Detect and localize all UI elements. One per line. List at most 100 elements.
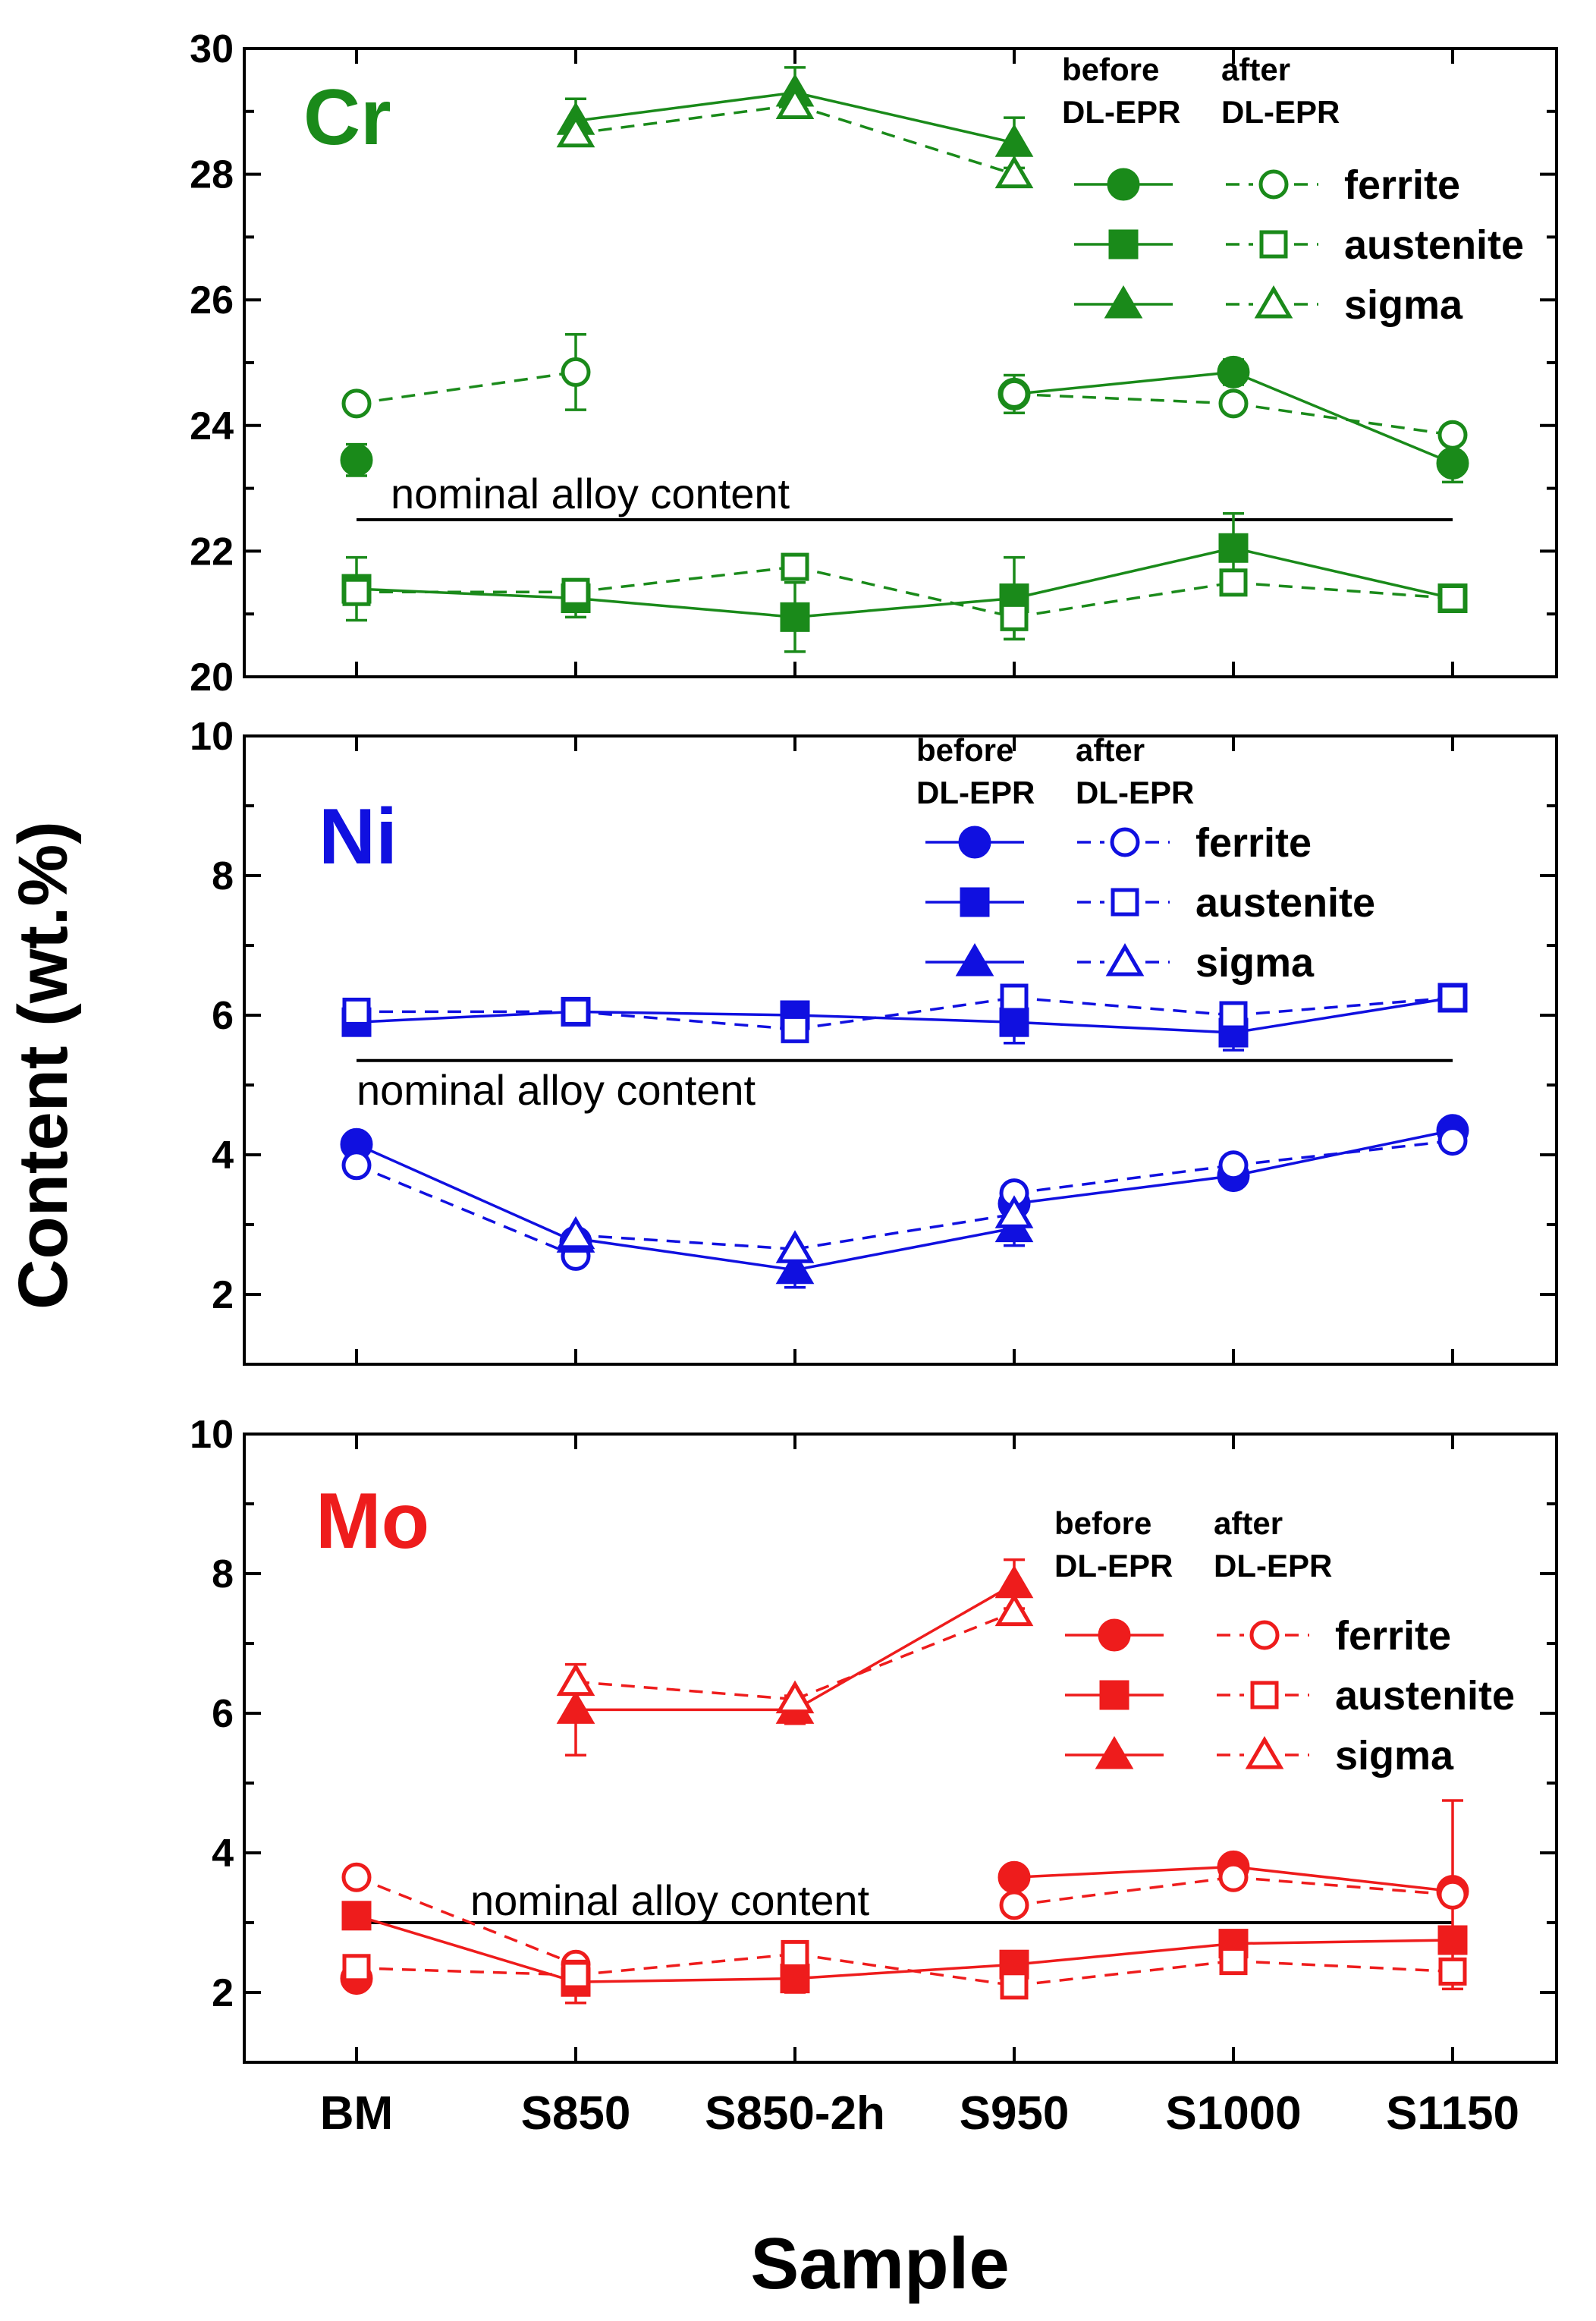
legend-marker-after-sigma	[1245, 1736, 1284, 1769]
legend-marker-after-ferrite	[1258, 169, 1289, 200]
series-line-segment	[1013, 546, 1234, 600]
series-after-sigma	[556, 1195, 1034, 1263]
series-line-segment	[794, 91, 1015, 144]
series-after-austenite	[342, 1939, 1467, 2000]
legend-marker-before-sigma	[1104, 285, 1143, 319]
series-line-segment	[356, 370, 577, 405]
data-point-before-austenite	[780, 1964, 810, 1994]
data-point-after-sigma	[556, 1216, 595, 1250]
data-point-after-ferrite	[341, 1862, 372, 1892]
y-tick-label: 24	[190, 404, 234, 448]
series-line-segment	[1013, 1021, 1234, 1034]
x-tick-label: S850	[521, 2087, 631, 2140]
legend: beforeDL-EPRafterDL-EPRferriteaustenites…	[1062, 52, 1524, 328]
data-point-after-austenite	[561, 1961, 590, 1989]
legend-marker-after-austenite	[1259, 230, 1288, 259]
legend-marker-after-austenite	[1250, 1681, 1279, 1709]
panel-cr: 20 22 24 26 28 30 nominal alloy content Cr befor…	[190, 27, 1558, 700]
legend-header-before: DL-EPR	[1062, 94, 1180, 130]
legend-marker-before-ferrite	[1107, 168, 1140, 201]
series-line-segment	[575, 1237, 796, 1272]
nominal-content-label: nominal alloy content	[357, 1066, 756, 1114]
legend-marker-before-sigma	[1095, 1736, 1134, 1769]
series-line-segment	[575, 103, 796, 135]
y-tick-label: 26	[190, 278, 234, 322]
data-point-after-sigma	[775, 86, 815, 120]
data-point-before-sigma	[994, 124, 1034, 157]
series-before-ferrite	[340, 1114, 1469, 1259]
series-line-segment	[794, 1583, 1015, 1711]
series-line-segment	[794, 1610, 1015, 1701]
x-tick-label: S950	[960, 2087, 1070, 2140]
data-point-after-austenite	[1219, 1001, 1248, 1030]
data-point-after-sigma	[994, 155, 1034, 189]
data-point-after-austenite	[342, 1954, 371, 1983]
data-point-after-austenite	[781, 552, 809, 581]
y-tick-label: 28	[190, 153, 234, 197]
series-before-austenite	[341, 511, 1468, 653]
series-line-segment	[356, 1914, 577, 1983]
data-point-after-austenite	[1438, 983, 1467, 1012]
y-tick-label: 30	[190, 27, 234, 71]
legend-header-before: before	[1062, 52, 1159, 87]
series-line-segment	[1233, 996, 1453, 1034]
series-line-segment	[1233, 402, 1453, 436]
data-point-after-ferrite	[1437, 1126, 1468, 1156]
series-line-segment	[575, 1977, 796, 1983]
legend-label-austenite: austenite	[1195, 880, 1375, 926]
series-line-segment	[1013, 581, 1234, 619]
y-tick-label: 4	[212, 1832, 234, 1876]
y-tick-label: 4	[212, 1134, 234, 1178]
series-line-segment	[794, 1014, 1015, 1024]
nominal-content-label: nominal alloy content	[470, 1876, 870, 1924]
legend-header-before: before	[916, 732, 1013, 768]
data-point-before-austenite	[999, 1007, 1029, 1037]
legend: beforeDL-EPRafterDL-EPRferriteaustenites…	[916, 732, 1375, 986]
series-line-segment	[356, 1967, 577, 1977]
series-line-segment	[1233, 1939, 1453, 1945]
series-before-austenite	[341, 983, 1468, 1052]
data-point-before-ferrite	[1217, 355, 1250, 388]
data-point-after-austenite	[1219, 1947, 1248, 1976]
series-line-segment	[575, 1234, 796, 1250]
panel-label-mo: Mo	[316, 1477, 429, 1565]
series-after-austenite	[342, 983, 1467, 1043]
series-line-segment	[1233, 1865, 1453, 1893]
series-after-ferrite	[341, 1126, 1468, 1271]
data-point-after-ferrite	[1218, 388, 1249, 419]
data-point-after-austenite	[561, 997, 590, 1026]
x-tick-label: S850-2h	[705, 2087, 885, 2140]
x-tick-label: S1000	[1165, 2087, 1301, 2140]
data-point-after-austenite	[1000, 983, 1029, 1012]
data-point-after-austenite	[561, 577, 590, 606]
legend-header-after: DL-EPR	[1076, 775, 1194, 810]
series-line-segment	[575, 91, 796, 122]
data-point-after-austenite	[342, 577, 371, 606]
series-after-sigma	[556, 1593, 1034, 1714]
legend-marker-before-ferrite	[958, 826, 991, 859]
data-point-after-austenite	[1000, 602, 1029, 631]
legend-marker-before-austenite	[960, 887, 990, 917]
data-point-after-ferrite	[999, 1890, 1029, 1920]
data-point-after-ferrite	[999, 379, 1029, 409]
legend-marker-after-sigma	[1105, 943, 1145, 977]
data-point-after-austenite	[342, 997, 371, 1026]
data-point-after-ferrite	[1218, 1150, 1249, 1181]
y-tick-label: 10	[190, 1413, 234, 1457]
legend-label-austenite: austenite	[1335, 1673, 1515, 1719]
data-point-before-sigma	[775, 1250, 815, 1285]
legend-marker-after-austenite	[1111, 888, 1139, 917]
series-line-segment	[1013, 1174, 1234, 1206]
y-tick-label: 6	[212, 994, 234, 1038]
plot-frame	[243, 47, 1558, 678]
legend-header-after: after	[1214, 1505, 1283, 1541]
data-point-after-sigma	[775, 1230, 815, 1263]
x-axis-title: Sample	[750, 2223, 1009, 2304]
series-after-ferrite	[341, 1799, 1468, 1991]
data-point-after-austenite	[1438, 1957, 1467, 1986]
series-line-segment	[1013, 1942, 1234, 1966]
data-point-after-austenite	[1000, 1971, 1029, 2000]
nominal-content-label: nominal alloy content	[391, 470, 790, 517]
series-line-segment	[794, 565, 1015, 619]
